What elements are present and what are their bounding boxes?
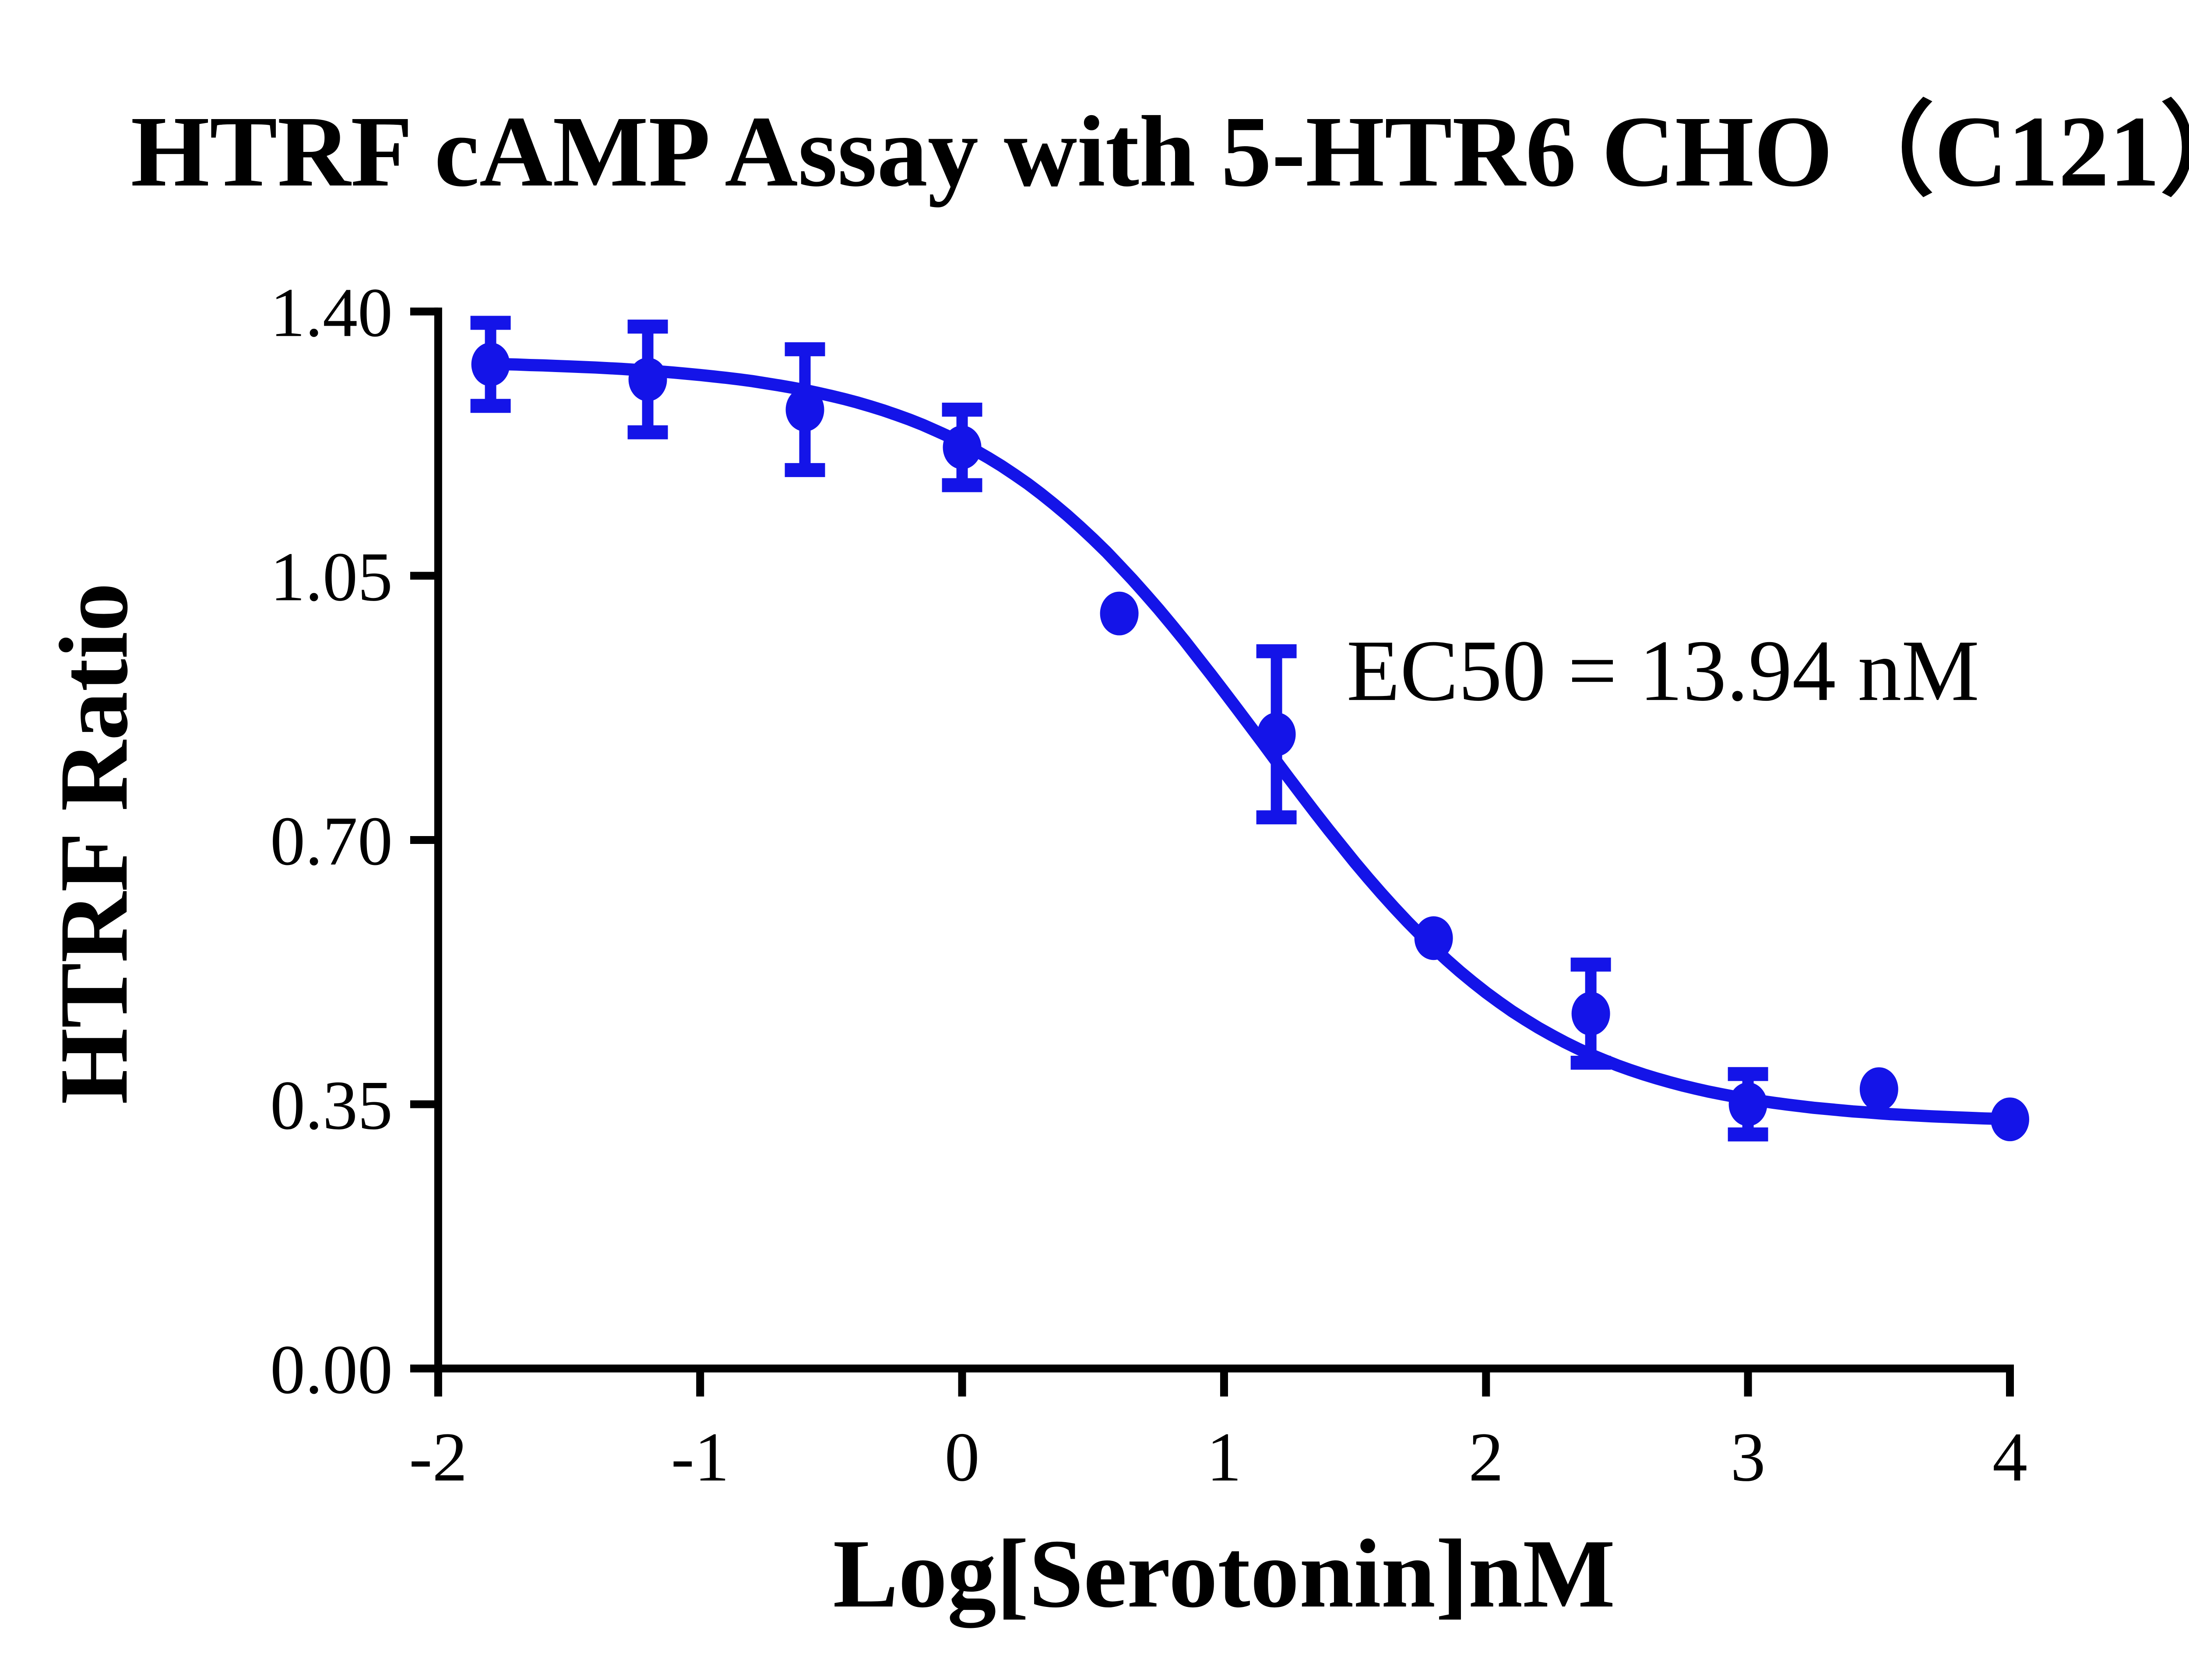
chart-title: HTRF cAMP Assay with 5-HTR6 CHO（C121） (131, 95, 2189, 208)
data-point (1414, 916, 1453, 960)
curve-layer (484, 358, 2017, 1125)
x-tick-label: 4 (1992, 1418, 2027, 1496)
data-point (943, 425, 982, 470)
x-tick-label: 0 (945, 1418, 980, 1496)
y-tick-label: 0.70 (270, 802, 393, 880)
x-tick-label: -1 (671, 1418, 729, 1496)
x-tick-label: 3 (1731, 1418, 1766, 1496)
y-axis-title: HTRF Ratio (39, 583, 148, 1104)
y-tick-label: 0.00 (270, 1331, 393, 1408)
y-tick-label: 1.40 (270, 274, 393, 351)
data-point (628, 357, 667, 401)
x-axis-title: Log[Serotonin]nM (833, 1519, 1615, 1628)
data-point (1728, 1082, 1767, 1126)
data-point (1257, 712, 1296, 756)
y-tick-label: 1.05 (270, 538, 393, 615)
axis-spines (434, 307, 2014, 1373)
data-point (1991, 1097, 2029, 1142)
data-point (785, 387, 824, 432)
fit-curve (484, 358, 2017, 1125)
y-tick-label: 0.35 (270, 1067, 393, 1144)
data-point (1859, 1067, 1898, 1111)
x-tick-label: -2 (409, 1418, 467, 1496)
markers-layer (471, 342, 2029, 1142)
ec50-annotation: EC50 = 13.94 nM (1347, 622, 1979, 719)
data-point (1571, 991, 1610, 1036)
axes-layer: 0.00 0.35 0.70 1.05 1.40 -2 -1 0 1 2 3 4 (270, 274, 2027, 1496)
data-point (1100, 591, 1139, 636)
x-tick-label: 2 (1468, 1418, 1503, 1496)
data-point (471, 342, 510, 387)
x-tick-label: 1 (1207, 1418, 1242, 1496)
